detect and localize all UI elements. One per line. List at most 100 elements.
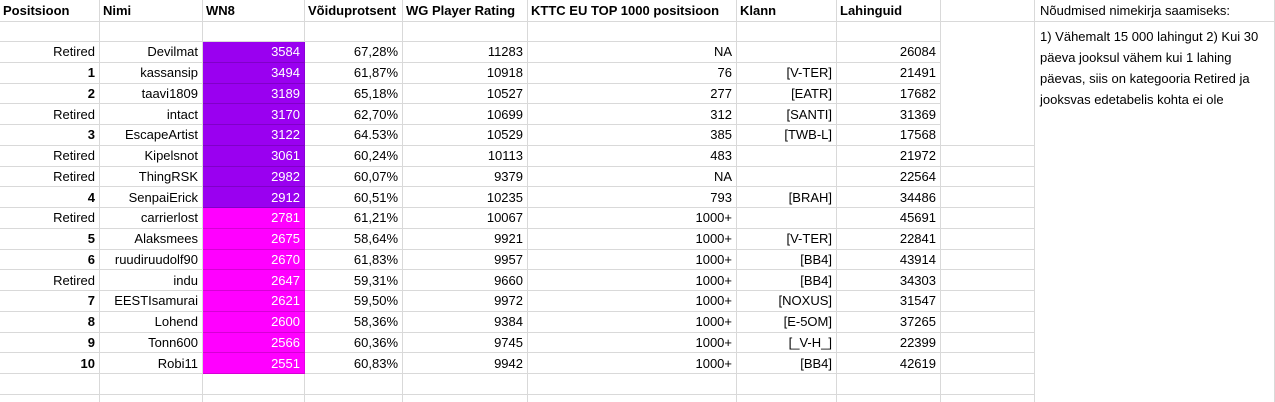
cell-clan[interactable]: [V-TER] xyxy=(737,228,837,250)
empty-cell[interactable] xyxy=(203,374,305,395)
cell-wn8[interactable]: 3122 xyxy=(203,125,305,146)
requirements-note-title[interactable]: Nõudmised nimekirja saamiseks: xyxy=(1035,0,1274,22)
cell-wn8[interactable]: 3170 xyxy=(203,104,305,125)
cell-position[interactable]: 4 xyxy=(0,187,100,208)
cell-win-rate[interactable]: 62,70% xyxy=(305,104,403,125)
cell-position[interactable]: Retired xyxy=(0,42,100,63)
empty-cell[interactable] xyxy=(941,42,1035,63)
cell-name[interactable]: Devilmat xyxy=(100,42,203,63)
cell-wn8[interactable]: 3189 xyxy=(203,83,305,105)
cell-battles[interactable]: 43914 xyxy=(837,249,941,271)
cell-wn8[interactable]: 2600 xyxy=(203,311,305,333)
cell-win-rate[interactable]: 61,21% xyxy=(305,208,403,229)
cell-name[interactable]: intact xyxy=(100,104,203,125)
empty-cell[interactable] xyxy=(941,374,1035,395)
cell-kttc-position[interactable]: 1000+ xyxy=(528,249,737,271)
cell-wn8[interactable]: 2912 xyxy=(203,187,305,208)
column-header-wn8[interactable]: WN8 xyxy=(203,0,305,22)
cell-clan[interactable]: [TWB-L] xyxy=(737,125,837,146)
cell-clan[interactable]: [BB4] xyxy=(737,353,837,374)
cell-kttc-position[interactable]: 277 xyxy=(528,83,737,105)
requirements-note[interactable]: Nõudmised nimekirja saamiseks: 1) Vähema… xyxy=(1035,0,1275,402)
cell-win-rate[interactable]: 58,36% xyxy=(305,311,403,333)
cell-battles[interactable]: 21972 xyxy=(837,145,941,167)
cell-kttc-position[interactable]: 793 xyxy=(528,187,737,208)
cell-win-rate[interactable]: 60,51% xyxy=(305,187,403,208)
empty-cell[interactable] xyxy=(941,395,1035,402)
cell-wg-rating[interactable]: 11283 xyxy=(403,42,528,63)
empty-cell[interactable] xyxy=(0,374,100,395)
empty-cell[interactable] xyxy=(737,395,837,402)
cell-wn8[interactable]: 2551 xyxy=(203,353,305,374)
empty-cell[interactable] xyxy=(941,332,1035,354)
cell-kttc-position[interactable]: 312 xyxy=(528,104,737,125)
cell-name[interactable]: Kipelsnot xyxy=(100,145,203,167)
cell-name[interactable]: taavi1809 xyxy=(100,83,203,105)
cell-name[interactable]: Lohend xyxy=(100,311,203,333)
column-header-position[interactable]: Positsioon xyxy=(0,0,100,22)
cell-position[interactable]: 9 xyxy=(0,332,100,354)
cell-position[interactable]: 8 xyxy=(0,311,100,333)
cell-clan[interactable] xyxy=(737,208,837,229)
cell-win-rate[interactable]: 60,07% xyxy=(305,166,403,188)
cell-kttc-position[interactable]: 1000+ xyxy=(528,270,737,291)
cell-win-rate[interactable]: 58,64% xyxy=(305,228,403,250)
empty-cell[interactable] xyxy=(941,228,1035,250)
cell-win-rate[interactable]: 61,87% xyxy=(305,62,403,84)
cell-wg-rating[interactable]: 10699 xyxy=(403,104,528,125)
cell-clan[interactable]: [SANTI] xyxy=(737,104,837,125)
column-header-wg_rating[interactable]: WG Player Rating xyxy=(403,0,528,22)
requirements-note-body[interactable]: 1) Vähemalt 15 000 lahingut 2) Kui 30 pä… xyxy=(1040,29,1259,107)
cell-battles[interactable]: 31547 xyxy=(837,291,941,312)
empty-cell[interactable] xyxy=(737,374,837,395)
cell-name[interactable]: EscapeArtist xyxy=(100,125,203,146)
empty-cell[interactable] xyxy=(941,104,1035,125)
cell-wn8[interactable]: 2675 xyxy=(203,228,305,250)
cell-kttc-position[interactable]: 1000+ xyxy=(528,228,737,250)
cell-win-rate[interactable]: 65,18% xyxy=(305,83,403,105)
empty-cell[interactable] xyxy=(941,83,1035,105)
empty-cell[interactable] xyxy=(941,291,1035,312)
empty-cell[interactable] xyxy=(737,22,837,42)
column-header-kttc[interactable]: KTTC EU TOP 1000 positsioon xyxy=(528,0,737,22)
cell-clan[interactable]: [NOXUS] xyxy=(737,291,837,312)
cell-wg-rating[interactable]: 10235 xyxy=(403,187,528,208)
cell-position[interactable]: Retired xyxy=(0,208,100,229)
empty-cell[interactable] xyxy=(941,125,1035,146)
cell-battles[interactable]: 42619 xyxy=(837,353,941,374)
cell-kttc-position[interactable]: 1000+ xyxy=(528,311,737,333)
empty-cell[interactable] xyxy=(528,374,737,395)
cell-win-rate[interactable]: 60,83% xyxy=(305,353,403,374)
cell-wg-rating[interactable]: 9957 xyxy=(403,249,528,271)
cell-battles[interactable]: 21491 xyxy=(837,62,941,84)
cell-name[interactable]: indu xyxy=(100,270,203,291)
empty-cell[interactable] xyxy=(305,395,403,402)
cell-battles[interactable]: 22399 xyxy=(837,332,941,354)
cell-wn8[interactable]: 3061 xyxy=(203,145,305,167)
empty-cell[interactable] xyxy=(941,249,1035,271)
column-header-clan[interactable]: Klann xyxy=(737,0,837,22)
empty-cell[interactable] xyxy=(941,270,1035,291)
cell-kttc-position[interactable]: NA xyxy=(528,166,737,188)
cell-position[interactable]: 2 xyxy=(0,83,100,105)
empty-cell[interactable] xyxy=(941,187,1035,208)
cell-position[interactable]: 10 xyxy=(0,353,100,374)
empty-cell[interactable] xyxy=(528,395,737,402)
cell-kttc-position[interactable]: 1000+ xyxy=(528,353,737,374)
cell-kttc-position[interactable]: 1000+ xyxy=(528,291,737,312)
cell-win-rate[interactable]: 60,36% xyxy=(305,332,403,354)
cell-battles[interactable]: 22564 xyxy=(837,166,941,188)
cell-name[interactable]: kassansip xyxy=(100,62,203,84)
empty-cell[interactable] xyxy=(0,22,100,42)
cell-wn8[interactable]: 3584 xyxy=(203,42,305,63)
cell-kttc-position[interactable]: 483 xyxy=(528,145,737,167)
cell-wg-rating[interactable]: 9921 xyxy=(403,228,528,250)
column-header-name[interactable]: Nimi xyxy=(100,0,203,22)
empty-cell[interactable] xyxy=(837,395,941,402)
cell-name[interactable]: Alaksmees xyxy=(100,228,203,250)
empty-cell[interactable] xyxy=(941,62,1035,84)
cell-wg-rating[interactable]: 9942 xyxy=(403,353,528,374)
cell-clan[interactable]: [EATR] xyxy=(737,83,837,105)
cell-win-rate[interactable]: 60,24% xyxy=(305,145,403,167)
cell-wg-rating[interactable]: 9384 xyxy=(403,311,528,333)
